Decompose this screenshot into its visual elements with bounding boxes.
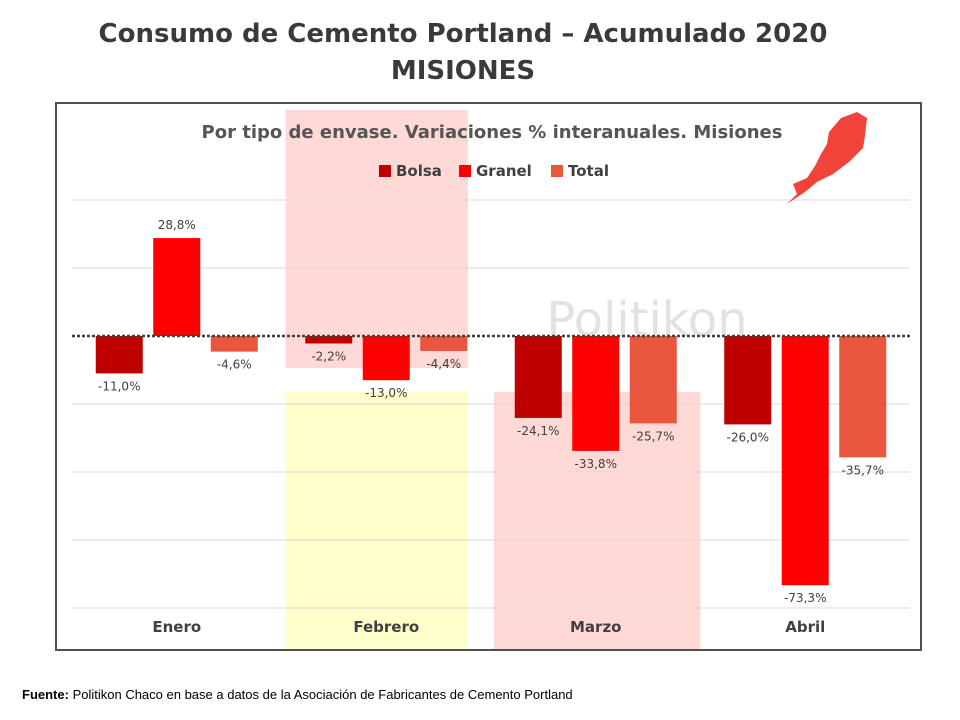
data-label: -24,1% — [517, 424, 559, 438]
data-label: -4,4% — [426, 357, 461, 371]
legend-swatch — [459, 165, 471, 177]
data-label: -25,7% — [632, 429, 674, 443]
legend-label: Granel — [476, 162, 532, 180]
band-febrero-top — [285, 110, 468, 368]
bar-bolsa-marzo — [514, 336, 562, 418]
category-label: Abril — [785, 618, 825, 636]
bar-bolsa-febrero — [305, 336, 353, 344]
data-label: -26,0% — [727, 430, 769, 444]
source-label: Fuente: — [22, 687, 69, 702]
source-note: Fuente: Politikon Chaco en base a datos … — [22, 687, 573, 702]
legend-swatch — [551, 165, 563, 177]
bar-total-febrero — [420, 336, 468, 351]
bar-bolsa-abril — [724, 336, 772, 425]
bar-granel-febrero — [362, 336, 410, 381]
data-label: -13,0% — [365, 386, 407, 400]
bar-bolsa-enero — [95, 336, 143, 374]
data-label: 28,8% — [158, 218, 196, 232]
chart-title: Por tipo de envase. Variaciones % intera… — [202, 122, 783, 143]
data-label: -35,7% — [842, 463, 884, 477]
category-label: Febrero — [353, 618, 419, 636]
category-label: Marzo — [570, 618, 621, 636]
data-label: -33,8% — [575, 457, 617, 471]
legend-swatch — [379, 165, 391, 177]
legend-label: Bolsa — [396, 162, 442, 180]
data-label: -11,0% — [98, 379, 140, 393]
legend-label: Total — [568, 162, 609, 180]
chart-frame: Politikon -11,0% -2,2% -24,1% -26,0% 28,8% -1… — [55, 102, 922, 651]
band-febrero-bottom — [285, 392, 468, 649]
legend: Bolsa Granel Total — [379, 162, 609, 180]
misiones-map-icon — [787, 112, 867, 204]
bar-granel-abril — [781, 336, 829, 586]
bar-total-enero — [210, 336, 258, 352]
category-label: Enero — [152, 618, 201, 636]
data-label: -4,6% — [217, 358, 252, 372]
bar-total-marzo — [629, 336, 677, 424]
page-title: Consumo de Cemento Portland – Acumulado … — [98, 19, 828, 49]
bar-granel-enero — [153, 238, 201, 336]
bar-total-abril — [839, 336, 887, 458]
bar-chart: Politikon -11,0%-2,2%-24,1% -26,0%28,8%-1… — [72, 110, 910, 649]
data-label: -2,2% — [311, 349, 346, 363]
bar-granel-marzo — [572, 336, 620, 451]
data-label: -73,3% — [784, 591, 826, 605]
source-text: Politikon Chaco en base a datos de la As… — [68, 687, 573, 702]
page-subtitle: MISIONES — [390, 56, 536, 86]
